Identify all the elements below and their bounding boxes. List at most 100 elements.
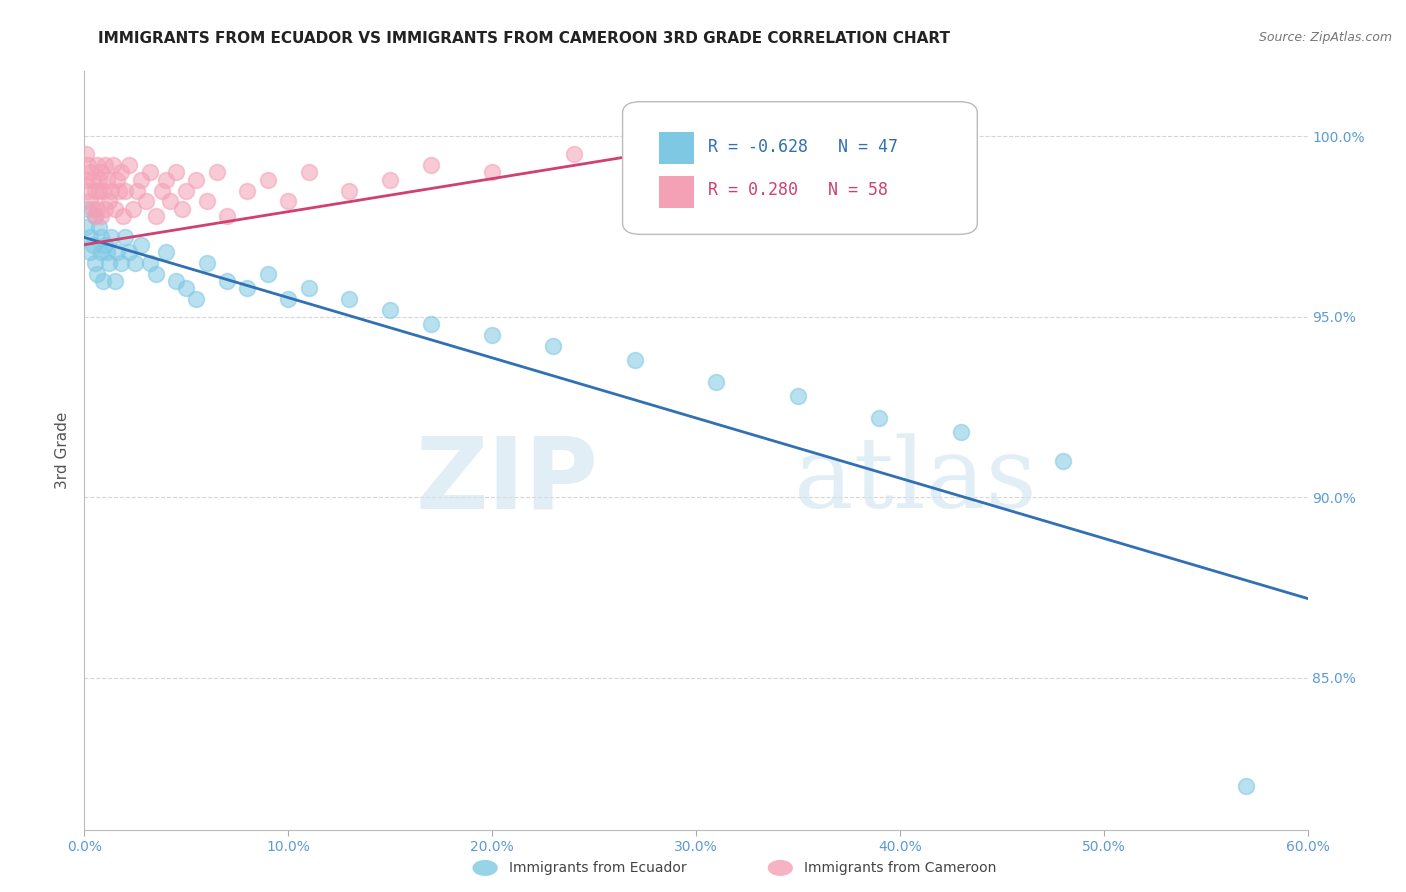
Text: IMMIGRANTS FROM ECUADOR VS IMMIGRANTS FROM CAMEROON 3RD GRADE CORRELATION CHART: IMMIGRANTS FROM ECUADOR VS IMMIGRANTS FR… [98, 31, 950, 46]
Point [138, 165, 160, 179]
Point [155, 244, 177, 259]
Point [145, 209, 167, 223]
Point [195, 194, 218, 209]
Point [186, 292, 208, 306]
Point [105, 172, 128, 186]
Point [174, 184, 197, 198]
Point [93, 202, 115, 216]
Point [100, 230, 122, 244]
Point [90, 165, 112, 179]
Point [236, 184, 259, 198]
Point [75, 219, 97, 234]
Point [82, 237, 104, 252]
Point [807, 122, 830, 136]
Point [122, 202, 145, 216]
Point [257, 267, 280, 281]
Point [86, 158, 108, 172]
Point [1052, 454, 1074, 468]
Point [277, 292, 299, 306]
Point [75, 172, 97, 186]
Text: R = 0.280   N = 58: R = 0.280 N = 58 [709, 181, 889, 200]
Point [86, 267, 108, 281]
Point [93, 237, 115, 252]
Point [236, 281, 259, 295]
Point [420, 317, 443, 331]
Point [97, 256, 120, 270]
FancyBboxPatch shape [659, 132, 693, 164]
Point [110, 256, 132, 270]
Point [96, 244, 118, 259]
Point [105, 244, 128, 259]
Point [165, 165, 187, 179]
Point [114, 230, 136, 244]
Point [97, 194, 120, 209]
Point [195, 256, 218, 270]
Point [87, 172, 110, 186]
Point [87, 219, 110, 234]
Point [217, 209, 239, 223]
Point [118, 158, 141, 172]
Point [217, 274, 239, 288]
Point [82, 202, 104, 216]
Point [79, 230, 101, 244]
Point [562, 147, 585, 161]
Point [644, 136, 666, 151]
Point [87, 184, 110, 198]
Point [950, 425, 973, 440]
Point [624, 353, 647, 368]
Text: Source: ZipAtlas.com: Source: ZipAtlas.com [1258, 31, 1392, 45]
Point [79, 165, 101, 179]
Point [131, 237, 153, 252]
Text: ZIP: ZIP [415, 433, 598, 529]
FancyBboxPatch shape [659, 176, 693, 208]
Point [380, 172, 402, 186]
Point [706, 375, 728, 389]
Point [90, 209, 112, 223]
Point [339, 292, 361, 306]
Point [787, 389, 810, 403]
Point [100, 184, 122, 198]
Text: atlas: atlas [794, 433, 1036, 529]
Point [257, 172, 280, 186]
Point [339, 184, 361, 198]
Point [165, 274, 187, 288]
Point [150, 184, 173, 198]
Point [124, 256, 146, 270]
Point [91, 184, 114, 198]
Text: Immigrants from Cameroon: Immigrants from Cameroon [804, 861, 997, 875]
Point [112, 209, 135, 223]
Point [1236, 779, 1258, 793]
Point [114, 184, 136, 198]
Point [186, 172, 208, 186]
Point [481, 327, 503, 342]
Point [101, 158, 124, 172]
Point [127, 184, 149, 198]
Point [104, 274, 127, 288]
FancyBboxPatch shape [623, 102, 977, 235]
Point [79, 194, 101, 209]
Point [298, 281, 321, 295]
Point [90, 230, 112, 244]
Point [543, 339, 565, 353]
Point [145, 267, 167, 281]
Point [86, 202, 108, 216]
Point [869, 411, 891, 425]
Point [96, 172, 118, 186]
Text: R = -0.628   N = 47: R = -0.628 N = 47 [709, 138, 898, 156]
Text: Immigrants from Ecuador: Immigrants from Ecuador [509, 861, 686, 875]
Point [108, 184, 131, 198]
Point [380, 302, 402, 317]
Point [90, 244, 112, 259]
Point [91, 274, 114, 288]
Point [172, 202, 194, 216]
Point [77, 158, 100, 172]
Point [131, 172, 153, 186]
Point [83, 184, 105, 198]
Y-axis label: 3rd Grade: 3rd Grade [55, 412, 70, 489]
Point [138, 256, 160, 270]
Point [159, 194, 181, 209]
Point [118, 244, 141, 259]
Point [725, 129, 748, 144]
Point [93, 158, 115, 172]
Point [481, 165, 503, 179]
